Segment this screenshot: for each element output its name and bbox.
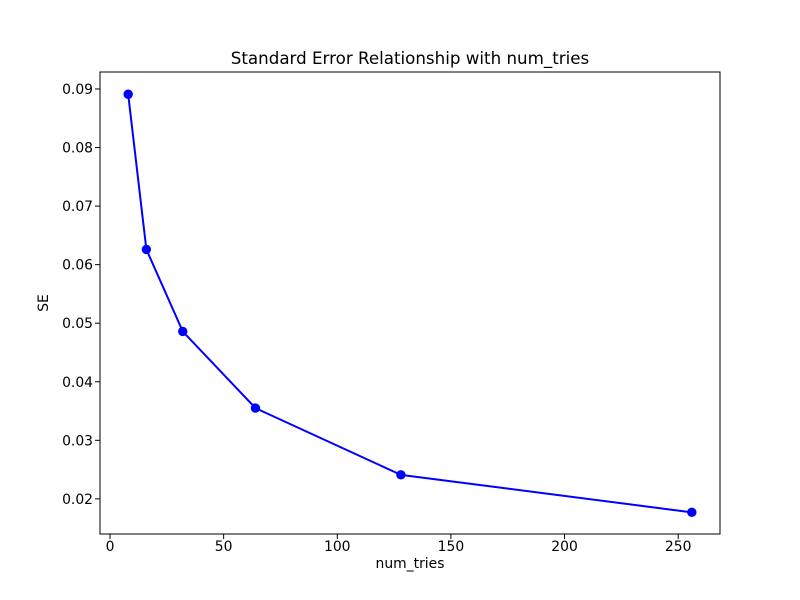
data-point-marker [123, 89, 133, 99]
y-tick-label: 0.04 [62, 375, 93, 391]
x-tick-label: 200 [551, 539, 578, 555]
data-point-marker [178, 326, 188, 337]
y-axis-label: SE [36, 294, 53, 312]
data-point-marker [250, 403, 261, 413]
y-tick-label: 0.06 [62, 258, 93, 274]
x-tick-label: 50 [215, 539, 233, 555]
x-tick-label: 250 [665, 539, 692, 555]
se-data-line [127, 93, 693, 514]
y-tick-label: 0.09 [62, 82, 93, 98]
chart-title: Standard Error Relationship with num_tri… [230, 48, 590, 68]
x-tick-label: 0 [106, 539, 115, 555]
y-tick-label: 0.05 [62, 316, 93, 332]
y-tick-label: 0.08 [62, 141, 93, 157]
y-tick-label: 0.03 [62, 433, 93, 449]
x-axis-label: num_tries [375, 556, 445, 572]
y-tick-label: 0.07 [62, 199, 93, 215]
data-point-marker [141, 244, 152, 255]
x-tick-label: 100 [324, 539, 351, 555]
x-tick-label: 150 [438, 539, 465, 555]
data-point-marker [396, 470, 406, 480]
y-tick-label: 0.02 [62, 492, 93, 508]
axes-frame [99, 71, 721, 535]
data-point-marker [687, 507, 697, 518]
